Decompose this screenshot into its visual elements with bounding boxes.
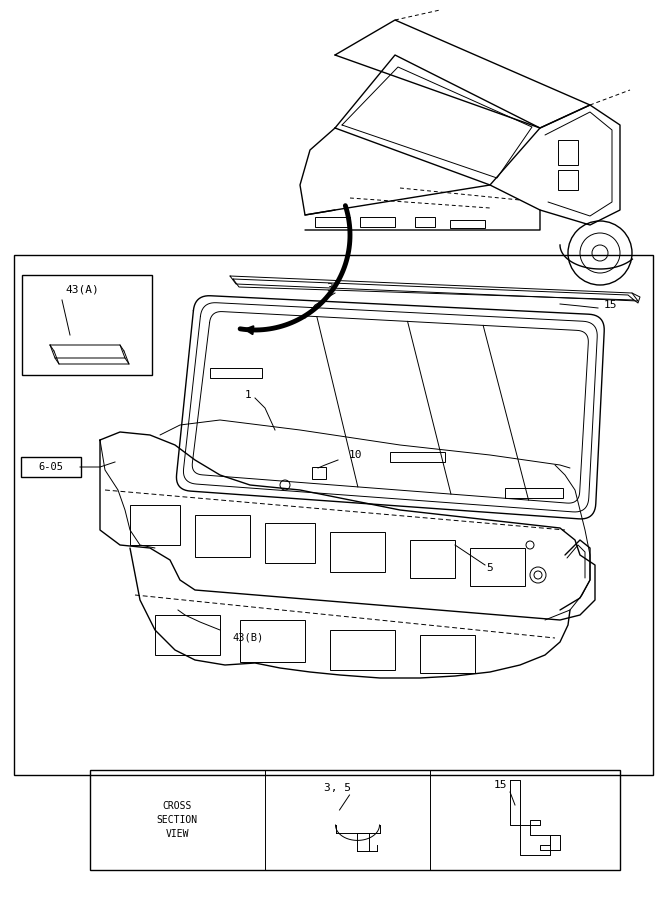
Bar bbox=[315, 217, 350, 227]
Bar bbox=[505, 488, 563, 498]
Bar bbox=[420, 635, 475, 673]
Bar bbox=[415, 217, 435, 227]
Text: 6-05: 6-05 bbox=[39, 462, 63, 472]
Text: 5: 5 bbox=[487, 563, 494, 573]
Bar bbox=[330, 630, 395, 670]
FancyBboxPatch shape bbox=[21, 457, 81, 477]
Text: 43(A): 43(A) bbox=[65, 285, 99, 295]
Bar bbox=[558, 140, 578, 165]
Bar bbox=[450, 220, 485, 228]
Bar bbox=[470, 548, 525, 586]
Text: 1: 1 bbox=[245, 390, 251, 400]
Bar bbox=[558, 170, 578, 190]
Bar bbox=[22, 275, 152, 375]
Bar bbox=[240, 620, 305, 662]
Text: 43(B): 43(B) bbox=[232, 633, 263, 643]
Text: CROSS
SECTION
VIEW: CROSS SECTION VIEW bbox=[157, 801, 197, 839]
Bar bbox=[14, 255, 653, 775]
Bar bbox=[390, 452, 445, 462]
Bar bbox=[330, 532, 385, 572]
Text: 15: 15 bbox=[494, 780, 507, 790]
Bar bbox=[90, 770, 620, 870]
Bar bbox=[360, 217, 395, 227]
Text: 15: 15 bbox=[603, 300, 617, 310]
Bar bbox=[195, 515, 250, 557]
Bar bbox=[265, 523, 315, 563]
Bar bbox=[210, 368, 262, 378]
Bar bbox=[410, 540, 455, 578]
Text: 10: 10 bbox=[348, 450, 362, 460]
Bar bbox=[312, 467, 326, 479]
Bar bbox=[155, 615, 220, 655]
Text: 3, 5: 3, 5 bbox=[324, 783, 351, 793]
Bar bbox=[130, 505, 180, 545]
Text: 3: 3 bbox=[327, 283, 334, 293]
